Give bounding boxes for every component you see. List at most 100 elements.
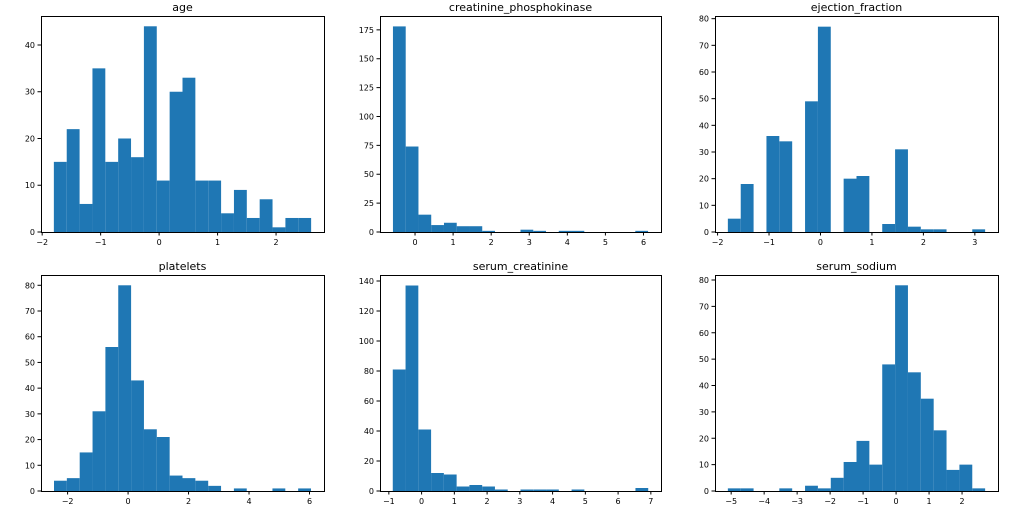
histogram-bar — [246, 217, 260, 232]
histogram-bar — [817, 26, 831, 233]
histogram-bar — [405, 285, 419, 491]
chart-title: serum_sodium — [816, 260, 896, 273]
histogram-bar — [54, 480, 67, 491]
y-tick-label: 50 — [25, 358, 35, 367]
histogram-bar — [843, 178, 857, 232]
y-tick-label: 20 — [699, 175, 709, 184]
x-tick-label: −5 — [725, 497, 737, 506]
x-tick-label: 1 — [927, 497, 932, 506]
histogram-bar — [443, 222, 457, 232]
y-tick-label: 30 — [699, 408, 709, 417]
histogram-bar — [195, 480, 209, 491]
histogram-bar — [392, 26, 406, 233]
histogram-bar — [520, 229, 534, 232]
y-tick-label: 0 — [30, 487, 35, 496]
histogram-bar — [727, 218, 741, 232]
histogram-bar — [482, 486, 495, 491]
x-tick-label: 6 — [641, 238, 646, 247]
y-tick-label: 80 — [699, 15, 709, 24]
histogram-bar — [805, 485, 818, 491]
histogram-bar — [779, 488, 793, 491]
histogram-bar — [233, 488, 247, 491]
y-tick-label: 0 — [704, 487, 709, 496]
y-tick-label: 20 — [25, 436, 35, 445]
y-tick-label: 0 — [30, 228, 35, 237]
histogram-bar — [533, 489, 547, 491]
histogram-bar — [143, 429, 157, 491]
y-tick-label: 70 — [25, 307, 35, 316]
y-tick-label: 120 — [359, 307, 374, 316]
y-tick-label: 40 — [25, 384, 35, 393]
histogram-bar — [431, 473, 444, 491]
histogram-bar — [856, 440, 870, 491]
y-tick-label: 40 — [699, 121, 709, 130]
histogram-bar — [635, 230, 649, 232]
chart-title: age — [172, 1, 193, 14]
histogram-bar — [118, 285, 132, 491]
y-tick-label: 50 — [699, 355, 709, 364]
histogram-bar — [882, 224, 896, 232]
histogram-bar — [182, 77, 196, 233]
y-tick-label: 0 — [369, 487, 374, 496]
x-tick-label: −1 — [95, 238, 107, 247]
y-tick-label: 40 — [364, 427, 374, 436]
x-tick-label: 2 — [489, 238, 494, 247]
y-tick-label: 125 — [359, 84, 374, 93]
histogram-bar — [779, 141, 793, 232]
histogram-bar — [259, 199, 273, 232]
y-tick-label: 100 — [359, 337, 374, 346]
x-tick-label: 2 — [485, 497, 490, 506]
histogram-bar — [298, 217, 312, 232]
chart-title: ejection_fraction — [811, 1, 902, 14]
chart-panel: −2 −1 0 1 2 301020304050607080ejection_fracti… — [699, 1, 999, 247]
y-tick-label: 60 — [364, 397, 374, 406]
x-tick-label: 1 — [452, 497, 457, 506]
x-tick-label: 6 — [307, 497, 312, 506]
histogram-bar — [907, 226, 921, 232]
x-tick-label: 0 — [894, 497, 899, 506]
x-tick-label: −3 — [791, 497, 803, 506]
histogram-bar — [208, 180, 222, 232]
y-tick-label: 150 — [359, 55, 374, 64]
y-tick-label: 75 — [364, 141, 374, 150]
histogram-bar — [830, 477, 844, 491]
x-tick-label: 3 — [517, 497, 522, 506]
histogram-bar — [907, 372, 921, 491]
histogram-bar — [482, 230, 495, 232]
y-tick-label: 70 — [699, 41, 709, 50]
x-tick-label: −1 — [763, 238, 775, 247]
histogram-bar — [182, 478, 196, 491]
y-tick-label: 30 — [25, 88, 35, 97]
histogram-bar — [895, 285, 908, 491]
histogram-bar — [959, 464, 973, 491]
x-tick-label: 3 — [972, 238, 977, 247]
histogram-bar — [169, 475, 183, 491]
histogram-bar — [53, 161, 67, 232]
histogram-bar — [233, 189, 247, 232]
x-tick-label: 5 — [603, 238, 608, 247]
x-tick-label: 4 — [565, 238, 570, 247]
histogram-bar — [298, 488, 311, 491]
y-tick-label: 80 — [25, 281, 35, 290]
histogram-bar — [494, 489, 508, 491]
x-tick-label: 2 — [274, 238, 279, 247]
histogram-bar — [933, 430, 947, 491]
histogram-bar — [843, 461, 857, 491]
axes-frame — [715, 275, 999, 492]
x-tick-label: 0 — [412, 238, 417, 247]
chart-panel: −1 0 1 2 3 4 5 6 7 0 20 40 60 80 100 120 140 serum_creati… — [359, 260, 662, 506]
y-tick-label: 30 — [25, 410, 35, 419]
y-tick-label: 30 — [699, 148, 709, 157]
histogram-bar — [895, 149, 908, 232]
histogram-bar — [169, 91, 183, 233]
histogram-bar — [571, 230, 585, 232]
y-tick-label: 10 — [699, 461, 709, 470]
chart-panel: 0 1 2 3 4 5 6 0 25 50 75 100 125 150 175 creatinine_pho… — [359, 1, 662, 247]
histogram-bar — [856, 176, 870, 232]
x-tick-label: −2 — [712, 238, 724, 247]
y-tick-label: 100 — [359, 112, 374, 121]
x-tick-label: −2 — [62, 497, 74, 506]
y-tick-label: 20 — [699, 434, 709, 443]
histogram-bar — [405, 146, 419, 232]
